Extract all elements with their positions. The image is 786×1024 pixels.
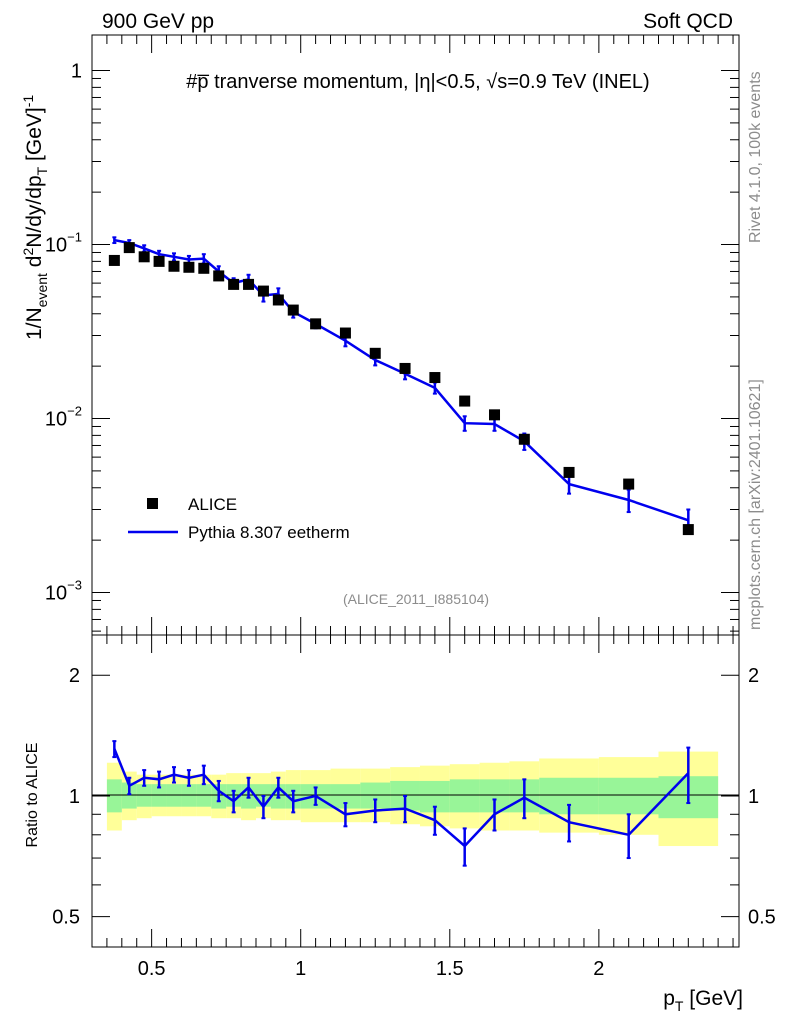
analysis-id: (ALICE_2011_I885104): [343, 591, 489, 607]
main-y-axis-title: 1/Nevent d2N/dy/dpT [GeV]-1: [20, 95, 50, 340]
alice-data-point: [339, 327, 351, 339]
ratio-plot-area: [112, 740, 691, 867]
alice-data-point: [153, 255, 165, 267]
alice-data-point: [198, 262, 210, 274]
alice-data-point: [287, 304, 299, 316]
legend-pythia-label: Pythia 8.307 eetherm: [188, 523, 350, 542]
alice-data-point: [123, 242, 135, 254]
main-panel: 1 10−1 10−2 10−3 #p̅ tranverse momentum, |η…: [20, 34, 740, 636]
alice-data-point: [518, 433, 530, 445]
ratio-axes: [91, 635, 739, 947]
pythia-line: [114, 238, 689, 522]
alice-data-point: [369, 347, 381, 359]
alice-data-point: [682, 524, 694, 536]
ratio-y-tick-label-left: 1: [69, 786, 80, 808]
inner-uncertainty-band: [598, 777, 659, 815]
ratio-y-tick-label-right: 2: [748, 665, 759, 687]
mcplots-source-label: mcplots.cern.ch [arXiv:2401.10621]: [747, 379, 764, 630]
legend-alice-marker: [147, 498, 158, 509]
alice-data-point: [459, 395, 471, 407]
ratio-y-tick-label-right: 1: [748, 786, 759, 808]
alice-data-point: [399, 362, 411, 374]
main-y-tick-label: 10−3: [45, 578, 82, 605]
ratio-panel: 2 2 1 1 0.5 0.5 0.5 1 1.5 2 Ratio to ALICE pT [G…: [24, 634, 776, 1014]
x-tick-label: 0.5: [138, 958, 166, 980]
x-tick-label: 2: [593, 958, 604, 980]
main-y-tick-label: 1: [71, 61, 82, 83]
x-tick-labels: 0.5 1 1.5 2: [138, 958, 605, 980]
x-tick-label: 1.5: [436, 958, 464, 980]
alice-data-point: [168, 260, 180, 272]
legend-alice-label: ALICE: [188, 495, 237, 514]
alice-data-point: [489, 409, 501, 421]
x-axis-title: pT [GeV]: [663, 987, 743, 1014]
alice-data-point: [228, 278, 240, 290]
rivet-version-label: Rivet 4.1.0, 100k events: [747, 71, 764, 243]
alice-data-point: [272, 294, 284, 306]
ratio-line: [113, 748, 690, 848]
ratio-y-tick-label-left: 0.5: [52, 907, 80, 929]
alice-data-point: [310, 318, 322, 330]
header-right: Soft QCD: [643, 10, 733, 33]
alice-data-point: [243, 278, 255, 290]
header-left: 900 GeV pp: [102, 10, 214, 33]
ratio-y-axis-title: Ratio to ALICE: [24, 743, 41, 848]
ratio-frame: [91, 634, 740, 948]
alice-data-point: [563, 466, 575, 478]
alice-data-point: [429, 372, 441, 384]
chart-title: #p̅ tranverse momentum, |η|<0.5, √s=0.9 …: [186, 71, 649, 93]
ratio-y-tick-labels: 2 2 1 1 0.5 0.5: [52, 665, 776, 928]
alice-data-point: [138, 251, 150, 263]
main-y-tick-labels: 1 10−1 10−2 10−3: [45, 61, 82, 605]
alice-data-point: [183, 261, 195, 273]
main-y-tick-label: 10−1: [45, 230, 82, 257]
alice-data-point: [213, 270, 225, 282]
main-y-tick-label: 10−2: [45, 404, 82, 431]
main-frame: [91, 34, 740, 636]
main-plot-area: [108, 236, 694, 536]
inner-uncertainty-band: [121, 782, 137, 809]
ratio-y-tick-label-right: 0.5: [748, 907, 776, 929]
alice-data-point: [623, 478, 635, 490]
inner-uncertainty-band: [106, 779, 122, 813]
ratio-uncertainty-bands: [106, 751, 719, 847]
alice-data-point: [108, 254, 120, 266]
inner-uncertainty-band: [449, 779, 480, 813]
ratio-y-tick-label-left: 2: [69, 665, 80, 687]
alice-data-point: [257, 285, 269, 297]
x-tick-label: 1: [295, 958, 306, 980]
main-axes: [91, 35, 739, 635]
